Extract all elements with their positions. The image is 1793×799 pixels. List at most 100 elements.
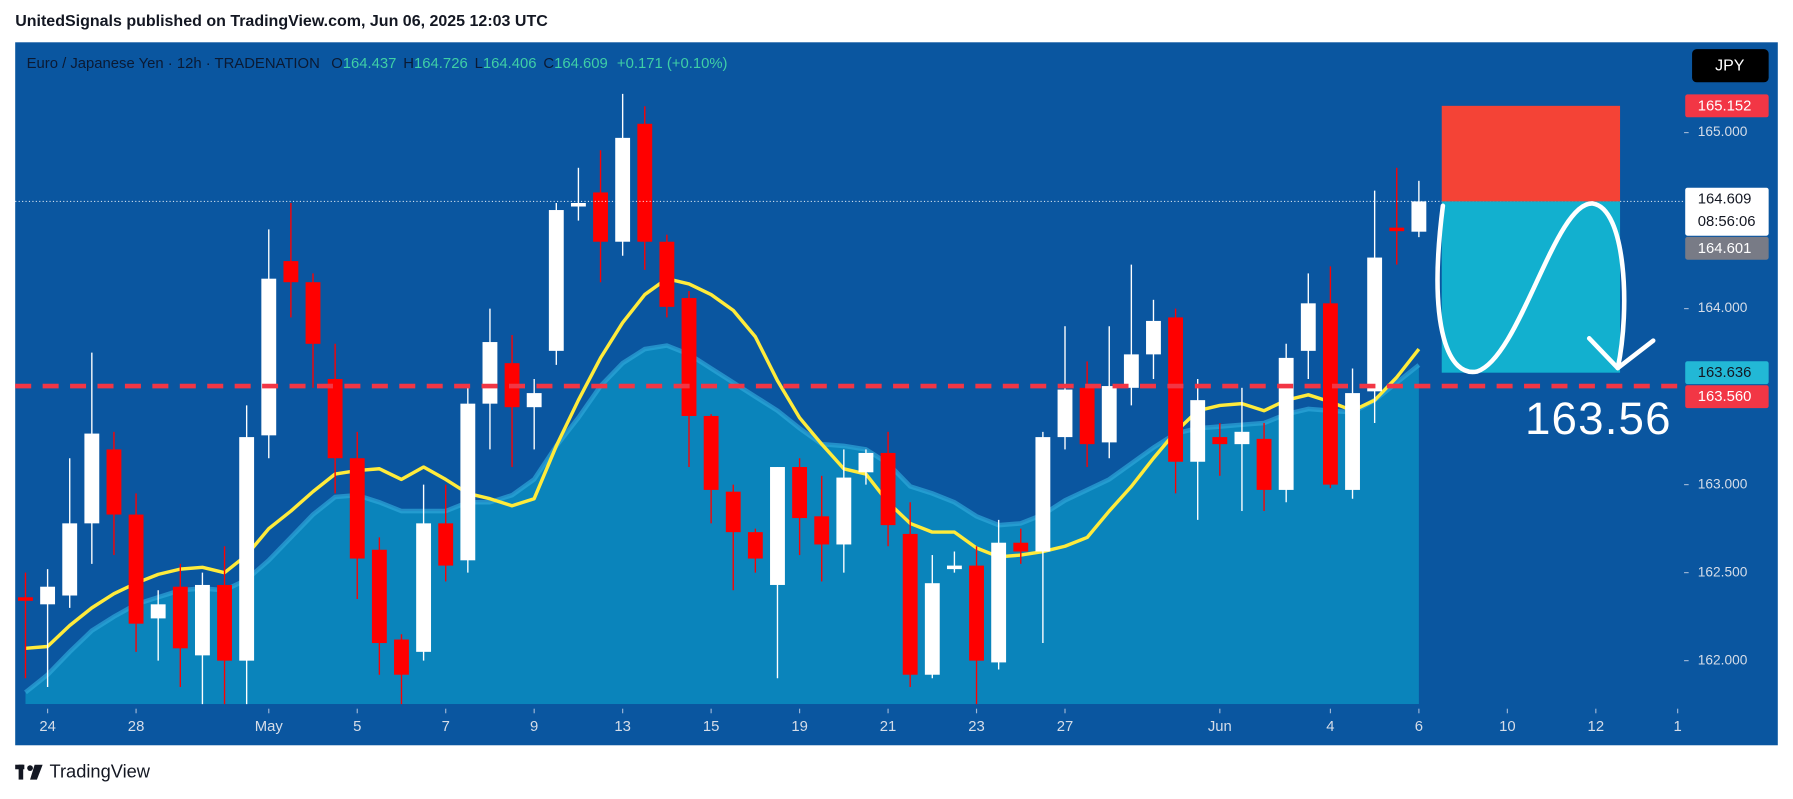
x-tick-label: 28 [128, 719, 145, 735]
legend-key: O [331, 56, 343, 72]
target-zone [1441, 201, 1621, 373]
candle-body [1212, 437, 1228, 445]
x-tick-label: May [255, 719, 284, 735]
candle-body [1345, 393, 1360, 490]
legend-key: H [403, 56, 414, 72]
candle-body [40, 586, 56, 605]
candle-body [1322, 303, 1338, 485]
price-tag-label: 163.636 [1698, 365, 1752, 381]
candle-body [394, 639, 409, 675]
price-tag [1685, 94, 1769, 118]
candle-body [991, 542, 1007, 663]
y-tick-label: 162.000 [1698, 652, 1748, 667]
candle-body [770, 467, 785, 585]
currency-button-bg [1692, 49, 1769, 83]
legend-value: 164.437 [343, 56, 397, 72]
candle-body [1278, 357, 1294, 490]
logo-stem [18, 764, 24, 780]
currency-button: JPY [1715, 58, 1745, 75]
candle-body [1367, 257, 1383, 392]
candle-body [681, 298, 697, 416]
candle-body [1123, 354, 1139, 388]
candle-body [858, 452, 874, 473]
candle-body [637, 123, 653, 242]
x-tick-label: 24 [39, 719, 56, 735]
hand-drawn-curve [1435, 201, 1627, 375]
x-tick-label: 10 [1499, 719, 1516, 735]
footer-brand: TradingView [49, 761, 150, 782]
candle-body [1168, 317, 1184, 462]
candle-body [371, 549, 387, 644]
legend-value: 164.406 [483, 56, 537, 72]
candle-body [747, 532, 763, 559]
x-tick-label: Jun [1208, 719, 1232, 735]
y-tick-label: 163.000 [1698, 476, 1748, 491]
candle-body [62, 523, 78, 596]
candle-body [615, 137, 631, 242]
legend-key: L [475, 56, 483, 72]
hand-drawn-arrow [1586, 336, 1656, 371]
candle-body [194, 584, 210, 656]
y-tick-label: 165.000 [1698, 124, 1748, 139]
legend-title: Euro / Japanese Yen · 12h · TRADENATION [27, 56, 320, 72]
candle-body [416, 523, 432, 652]
candle-body [261, 278, 277, 436]
price-tag-label: 164.601 [1698, 241, 1752, 257]
candle-body [1190, 400, 1206, 462]
price-tag [1685, 236, 1769, 260]
legend-change: +0.171 (+0.10%) [617, 56, 728, 72]
candle-body [150, 604, 166, 619]
candle-body [593, 192, 608, 242]
price-tag [1685, 385, 1769, 409]
candle-body [1013, 542, 1029, 552]
candle-body [305, 282, 321, 344]
price-tag-label: 164.609 [1698, 192, 1752, 208]
candle-body [969, 565, 984, 661]
candle-body [460, 403, 476, 561]
legend-value: 164.726 [414, 56, 468, 72]
x-tick-label: 9 [530, 719, 538, 735]
candle-body [548, 210, 564, 351]
candle-body [1411, 201, 1427, 232]
candle-body [814, 516, 830, 545]
candle-body [482, 342, 498, 404]
plot-area [18, 93, 1427, 705]
countdown: 08:56:06 [1698, 214, 1756, 230]
candle-body [570, 202, 586, 207]
price-tag [1685, 361, 1769, 385]
x-tick-label: 27 [1057, 719, 1074, 735]
candle-body [1389, 227, 1405, 232]
candle-body [128, 514, 144, 624]
candle-body [1035, 437, 1051, 552]
x-tick-label: 4 [1326, 719, 1334, 735]
candle-body [703, 415, 719, 490]
ma-area-edge [24, 343, 1421, 695]
candle-body [526, 393, 542, 408]
candle-body [106, 449, 122, 515]
candle-body [836, 477, 852, 545]
candle-body [438, 523, 454, 566]
candle-body [1146, 320, 1161, 355]
ma-line [25, 276, 1421, 651]
candle-body [217, 584, 232, 661]
candle-body [902, 533, 918, 675]
logo-dot [27, 765, 33, 771]
candle-body [18, 597, 33, 601]
x-tick-label: 1 [1674, 719, 1682, 735]
x-tick-label: 21 [880, 719, 897, 735]
x-tick-label: 6 [1415, 719, 1423, 735]
candle-body [659, 241, 675, 307]
x-tick-label: 19 [791, 719, 808, 735]
candle-body [725, 491, 741, 533]
candle-body [349, 458, 365, 559]
x-tick-label: 5 [353, 719, 361, 735]
legend: Euro / Japanese Yen · 12h · TRADENATION O… [27, 56, 728, 72]
stop-zone [1441, 105, 1621, 202]
candle-body [327, 379, 343, 459]
candle-body [283, 261, 299, 283]
legend-value: 164.609 [554, 56, 608, 72]
y-tick-label: 162.500 [1698, 564, 1748, 579]
candle-body [84, 433, 100, 524]
x-tick-label: 23 [968, 719, 985, 735]
